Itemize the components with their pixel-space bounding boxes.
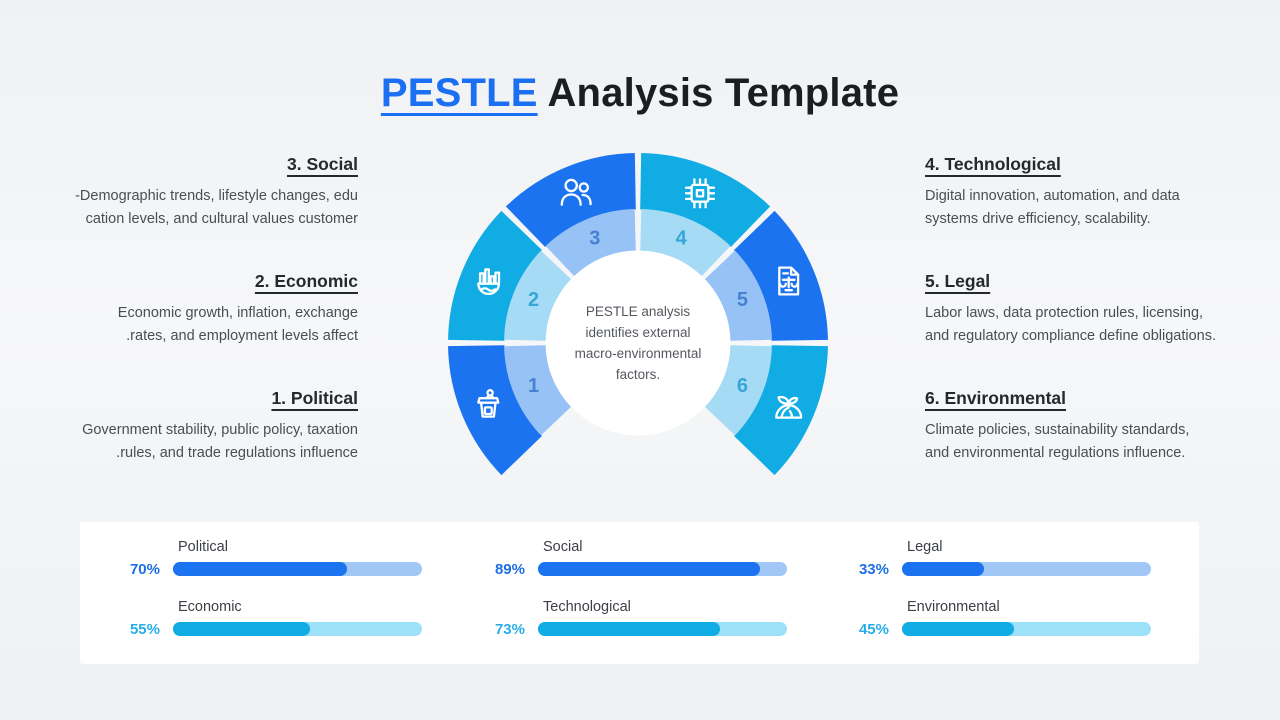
wheel-center-circle [545, 250, 731, 436]
people-icon [560, 178, 592, 206]
progress-item-social: Social 89% [465, 537, 787, 578]
wheel-segment-environmental [733, 345, 828, 476]
progress-label: Legal [907, 539, 943, 555]
progress-percent: 45% [858, 620, 889, 638]
section-social-line1: Demographic trends, lifestyle changes, e… [75, 188, 358, 204]
wheel-segment-legal [733, 210, 828, 341]
section-technological: 4. Technological Digital innovation, aut… [925, 152, 1225, 231]
progress-item-economic: Economic 55% [100, 597, 422, 638]
podium-icon [477, 389, 500, 418]
section-legal-line1: Labor laws, data protection rules, licen… [925, 305, 1204, 321]
right-column: 4. Technological Digital innovation, aut… [925, 152, 1225, 503]
center-text-line3: macro-environmental [574, 346, 702, 361]
progress-item-political: Political 70% [100, 537, 422, 578]
progress-fill [902, 622, 1015, 636]
progress-track [902, 562, 1151, 576]
chip-icon [684, 178, 716, 209]
section-legal: 5. Legal Labor laws, data protection rul… [925, 269, 1225, 348]
progress-label: Political [178, 539, 228, 555]
section-economic-line2: rates, and employment levels affect. [126, 328, 358, 344]
section-economic: 2. Economic Economic growth, inflation, … [60, 269, 358, 348]
section-environmental: 6. Environmental Climate policies, susta… [925, 386, 1225, 465]
progress-track [173, 562, 422, 576]
title-rest: Analysis Template [537, 70, 900, 115]
progress-item-technological: Technological 73% [465, 597, 787, 638]
section-technological-line1: Digital innovation, automation, and data [925, 188, 1180, 204]
progress-column-1: Political 70% Economic 55% [100, 537, 422, 638]
title-keyword-link[interactable]: PESTLE [380, 70, 538, 115]
progress-label: Economic [178, 599, 242, 615]
progress-fill [538, 562, 760, 576]
center-text-line4: factors. [615, 367, 661, 382]
progress-percent: 89% [494, 560, 525, 578]
progress-fill [902, 562, 985, 576]
section-environmental-line2: and environmental regulations influence. [925, 445, 1186, 461]
section-social-line2: cation levels, and cultural values custo… [85, 211, 358, 227]
wheel-number-political: 1 [528, 375, 539, 397]
wheel-number-economic: 2 [528, 289, 539, 311]
wheel-inner-ring-legal [704, 250, 772, 341]
section-technological-line2: systems drive efficiency, scalability. [925, 211, 1151, 227]
section-environmental-heading: 6. Environmental [925, 388, 1067, 408]
wheel-number-social: 3 [589, 228, 600, 250]
section-technological-heading: 4. Technological [925, 154, 1061, 174]
center-text-line1: PESTLE analysis [585, 304, 691, 319]
progress-fill [538, 622, 720, 636]
progress-percent: 33% [858, 560, 889, 578]
section-political-heading: 1. Political [271, 388, 358, 408]
section-political-line2: rules, and trade regulations influence. [116, 445, 358, 461]
progress-percent: 73% [494, 620, 525, 638]
wheel-inner-ring-economic [504, 250, 572, 341]
wheel-number-environmental: 6 [737, 375, 748, 397]
progress-percent: 55% [129, 620, 160, 638]
section-environmental-line1: Climate policies, sustainability standar… [925, 422, 1190, 438]
progress-fill [173, 562, 348, 576]
page-title: PESTLE Analysis Template [0, 71, 1280, 116]
section-political-line1: Government stability, public policy, tax… [82, 422, 358, 438]
wheel-inner-ring-technological [640, 209, 731, 277]
section-social: 3. Social Demographic trends, lifestyle … [60, 152, 358, 231]
section-legal-heading: 5. Legal [925, 271, 991, 291]
progress-column-2: Social 89% Technological 73% [465, 537, 787, 638]
center-text-line2: identifies external [585, 325, 691, 340]
section-economic-line1: Economic growth, inflation, exchange [117, 305, 358, 321]
globe-chart-icon [477, 268, 501, 295]
progress-column-3: Legal 33% Environmental 45% [829, 537, 1151, 638]
section-legal-line2: and regulatory compliance define obligat… [925, 328, 1216, 344]
progress-label: Social [543, 539, 583, 555]
wheel-number-technological: 4 [676, 228, 688, 250]
section-political: 1. Political Government stability, publi… [60, 386, 358, 465]
sprout-icon [775, 395, 803, 419]
progress-track [538, 622, 787, 636]
wheel-number-legal: 5 [737, 289, 748, 311]
legal-document-icon [778, 266, 800, 296]
progress-label: Environmental [907, 599, 1000, 615]
wheel-inner-ring-environmental [704, 345, 772, 436]
progress-label: Technological [543, 599, 631, 615]
progress-item-environmental: Environmental 45% [829, 597, 1151, 638]
progress-item-legal: Legal 33% [829, 537, 1151, 578]
section-social-heading: 3. Social [286, 154, 358, 174]
wheel-segment-technological [640, 153, 771, 248]
pestle-wheel-diagram: 1 2 3 4 5 6 [448, 153, 828, 476]
progress-track [173, 622, 422, 636]
progress-percent: 70% [129, 560, 160, 578]
progress-track [902, 622, 1151, 636]
progress-panel: Political 70% Economic 55% Social 89% Technolo… [80, 522, 1199, 664]
progress-track [538, 562, 787, 576]
wheel-segment-social [505, 153, 636, 248]
wheel-inner-ring-social [545, 209, 636, 277]
wheel-inner-ring-political [504, 345, 572, 436]
wheel-center-text: PESTLE analysis identifies external macr… [553, 301, 723, 385]
left-column: 3. Social Demographic trends, lifestyle … [60, 152, 358, 503]
section-economic-heading: 2. Economic [254, 271, 358, 291]
progress-fill [173, 622, 310, 636]
